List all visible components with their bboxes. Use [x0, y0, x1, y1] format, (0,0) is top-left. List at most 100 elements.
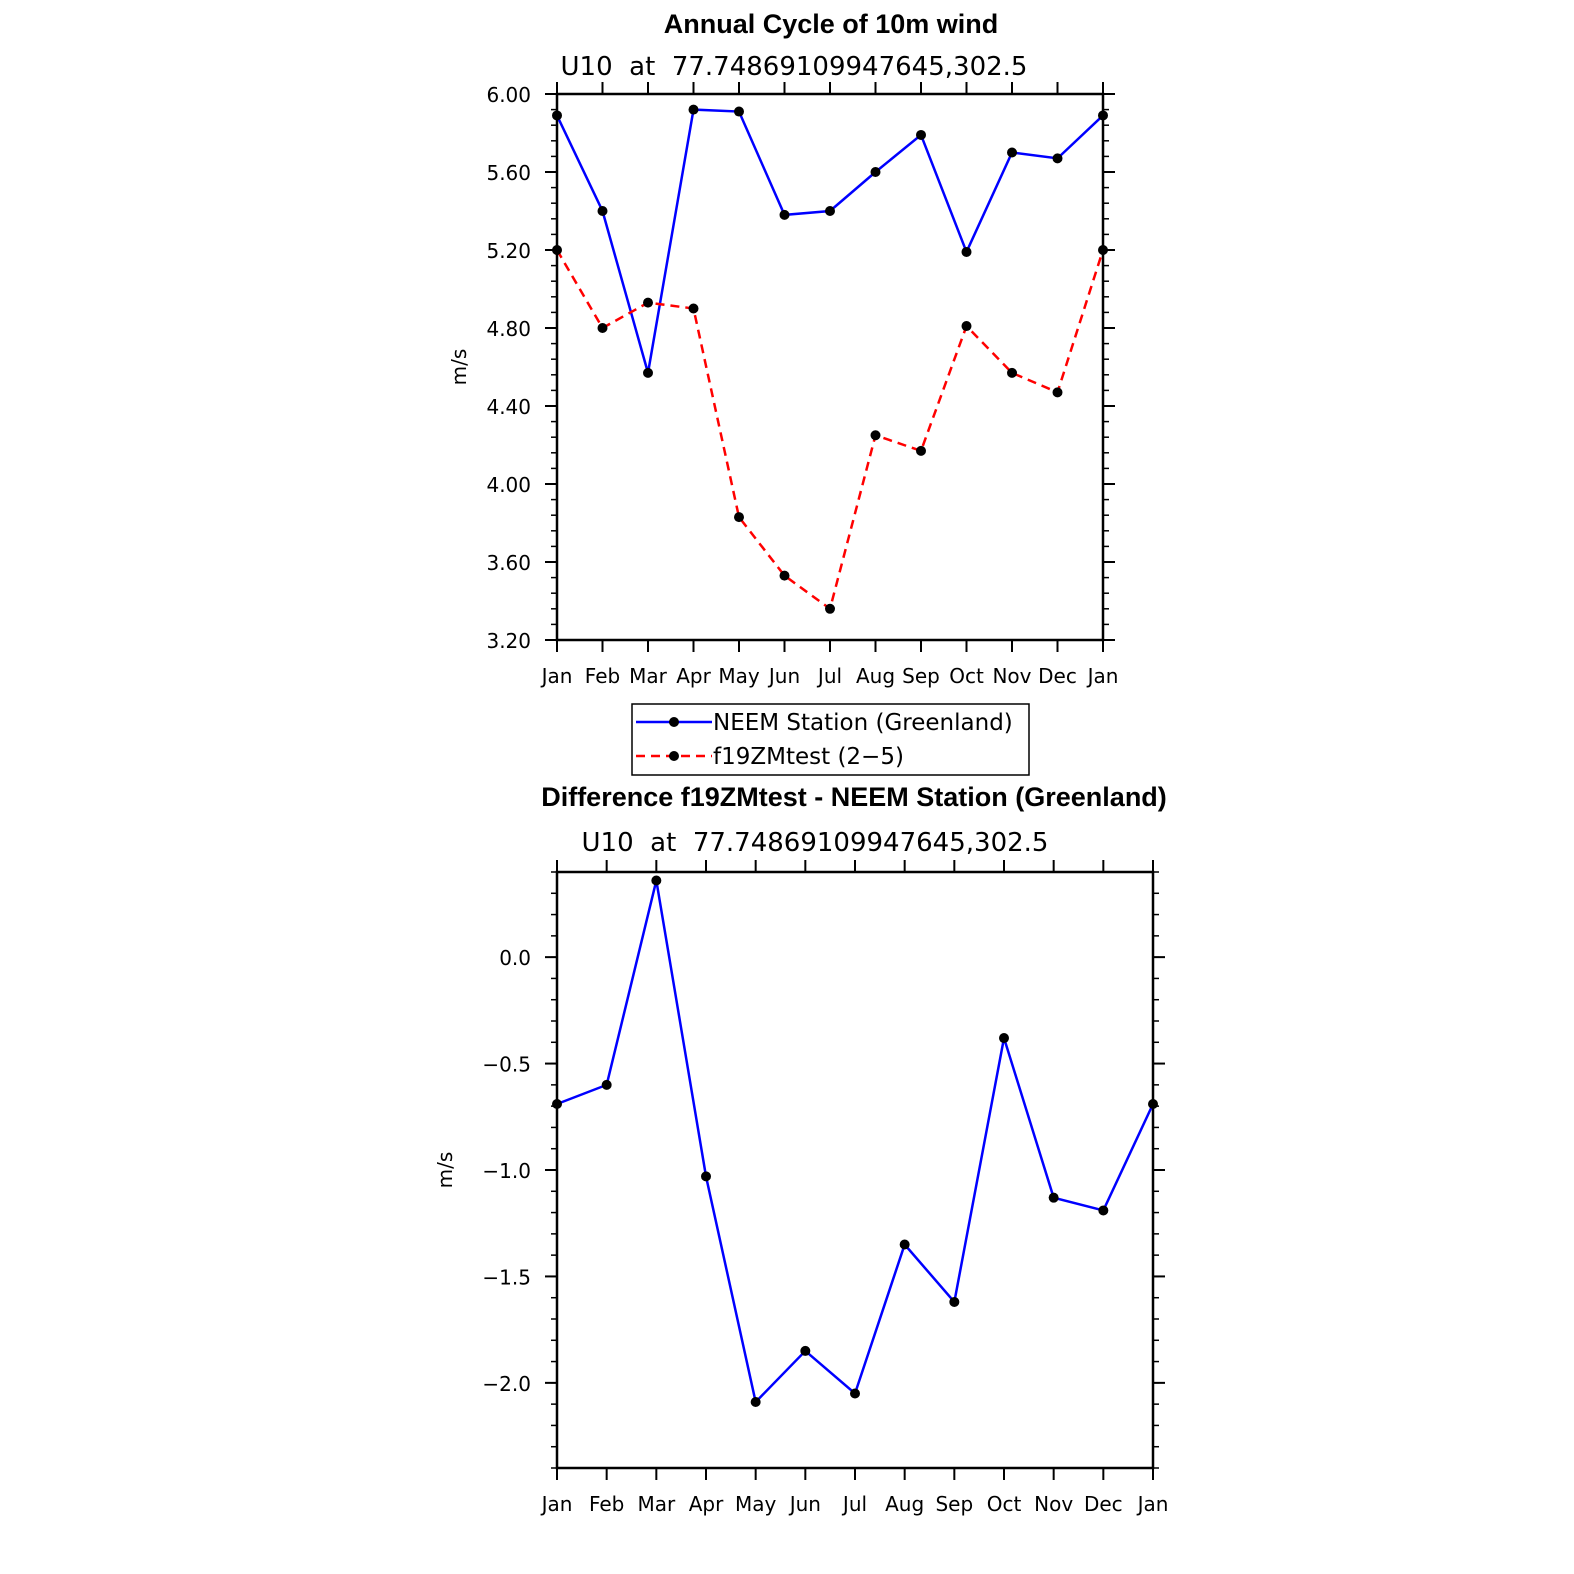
x-tick-label: May: [718, 664, 760, 688]
y-tick-label: 6.00: [486, 83, 531, 107]
x-tick-label: Aug: [885, 1492, 924, 1516]
y-tick-label: 0.0: [499, 946, 531, 970]
data-point: [750, 1397, 761, 1408]
y-tick-label: 5.60: [486, 161, 531, 185]
legend-marker-neem: [669, 717, 679, 727]
data-point: [1148, 1099, 1158, 1110]
data-point: [825, 206, 835, 216]
data-point: [734, 512, 744, 523]
data-point: [643, 367, 653, 378]
x-tick-label: Nov: [1034, 1492, 1073, 1516]
data-point: [701, 1171, 711, 1182]
y-tick-label: 4.80: [486, 317, 531, 341]
data-point: [870, 430, 881, 441]
data-point: [597, 323, 608, 333]
chart-subtitle-2: U10 at 77.74869109947645,302.5: [582, 828, 1049, 858]
legend-label-neem: NEEM Station (Greenland): [713, 710, 1013, 736]
x-tick-label: Sep: [935, 1492, 973, 1516]
x-tick-label: Oct: [949, 664, 984, 688]
y-tick-label: 5.20: [486, 239, 531, 263]
x-tick-label: Sep: [902, 664, 940, 688]
y-tick-label: 4.00: [486, 473, 531, 497]
plot-frame-2: [545, 860, 1165, 1480]
x-tick-label: Jul: [841, 1492, 867, 1516]
data-point: [961, 321, 972, 332]
y-axis-label-2: m/s: [433, 1152, 457, 1189]
y-tick-label: −1.0: [482, 1159, 531, 1183]
data-point: [999, 1033, 1009, 1044]
y-tick-label: −1.5: [482, 1265, 531, 1289]
annual-cycle-panel: Annual Cycle of 10m wind U10 at 77.74869…: [447, 9, 1118, 688]
x-tick-label: Jan: [540, 664, 573, 688]
data-point: [870, 167, 881, 177]
data-point: [779, 209, 790, 220]
x-tick-label: Dec: [1038, 664, 1077, 688]
chart-title-1: Annual Cycle of 10m wind: [664, 9, 999, 39]
data-point: [850, 1388, 860, 1399]
x-tick-label: Jun: [767, 664, 800, 688]
data-point: [961, 246, 972, 257]
x-tick-label: Jan: [540, 1492, 573, 1516]
data-point: [825, 603, 835, 614]
series-line-0: [555, 108, 1104, 374]
y-tick-label: −2.0: [482, 1372, 531, 1396]
y-tick-label: −0.5: [482, 1053, 531, 1077]
series-layer-2: [552, 875, 1158, 1408]
legend-label-f19: f19ZMtest (2−5): [713, 744, 904, 770]
legend-box: [631, 703, 1030, 776]
data-point: [688, 104, 699, 115]
data-point: [651, 875, 662, 886]
x-tick-label: Feb: [589, 1492, 624, 1516]
y-tick-label: 3.20: [486, 629, 531, 653]
x-tick-label: Jan: [1136, 1492, 1169, 1516]
series-line-0: [556, 880, 1155, 1405]
x-tick-label: Mar: [637, 1492, 676, 1516]
series-layer-1: [552, 104, 1108, 614]
plot-border: [555, 870, 1155, 1470]
data-point: [688, 303, 699, 314]
x-tick-label: Oct: [987, 1492, 1022, 1516]
tick-labels-1: Jan Feb Mar Apr May Jun Jul Aug Sep Oct Nov Dec Jan 3…: [486, 83, 1118, 688]
y-tick-label: 4.40: [486, 395, 531, 419]
x-tick-label: Aug: [856, 664, 895, 688]
x-tick-label: Jan: [1086, 664, 1119, 688]
chart-title-2: Difference f19ZMtest - NEEM Station (Gre…: [541, 782, 1167, 812]
data-point: [1048, 1192, 1059, 1203]
data-point: [601, 1079, 612, 1090]
data-point: [949, 1296, 960, 1307]
plot-border: [555, 92, 1105, 642]
x-tick-label: Jul: [816, 664, 842, 688]
data-point: [1098, 245, 1108, 255]
data-point: [916, 129, 926, 140]
data-point: [734, 106, 744, 117]
data-point: [1098, 110, 1108, 121]
x-tick-label: Feb: [585, 664, 620, 688]
data-point: [1052, 387, 1063, 398]
data-point: [1007, 367, 1017, 378]
data-point: [779, 570, 790, 581]
chart-subtitle-1: U10 at 77.74869109947645,302.5: [561, 52, 1028, 82]
data-point: [1052, 153, 1063, 164]
legend: NEEM Station (Greenland) f19ZMtest (2−5): [631, 703, 1030, 776]
x-tick-label: Mar: [629, 664, 668, 688]
y-tick-label: 3.60: [486, 551, 531, 575]
data-point: [916, 445, 926, 456]
x-tick-label: May: [735, 1492, 777, 1516]
difference-panel: Difference f19ZMtest - NEEM Station (Gre…: [433, 782, 1168, 1516]
x-tick-label: Apr: [676, 664, 711, 688]
data-point: [643, 297, 653, 308]
x-tick-label: Apr: [689, 1492, 724, 1516]
data-point: [552, 1099, 562, 1110]
tick-labels-2: Jan Feb Mar Apr May Jun Jul Aug Sep Oct Nov Dec Jan −…: [482, 946, 1168, 1516]
x-tick-label: Jun: [788, 1492, 821, 1516]
x-tick-label: Nov: [992, 664, 1031, 688]
data-point: [899, 1239, 910, 1250]
series-line-1: [555, 249, 1105, 611]
data-point: [552, 110, 562, 121]
data-point: [597, 206, 608, 216]
data-point: [552, 245, 562, 255]
data-point: [1007, 147, 1017, 158]
legend-marker-f19: [669, 751, 679, 761]
plot-frame-1: [545, 82, 1115, 652]
